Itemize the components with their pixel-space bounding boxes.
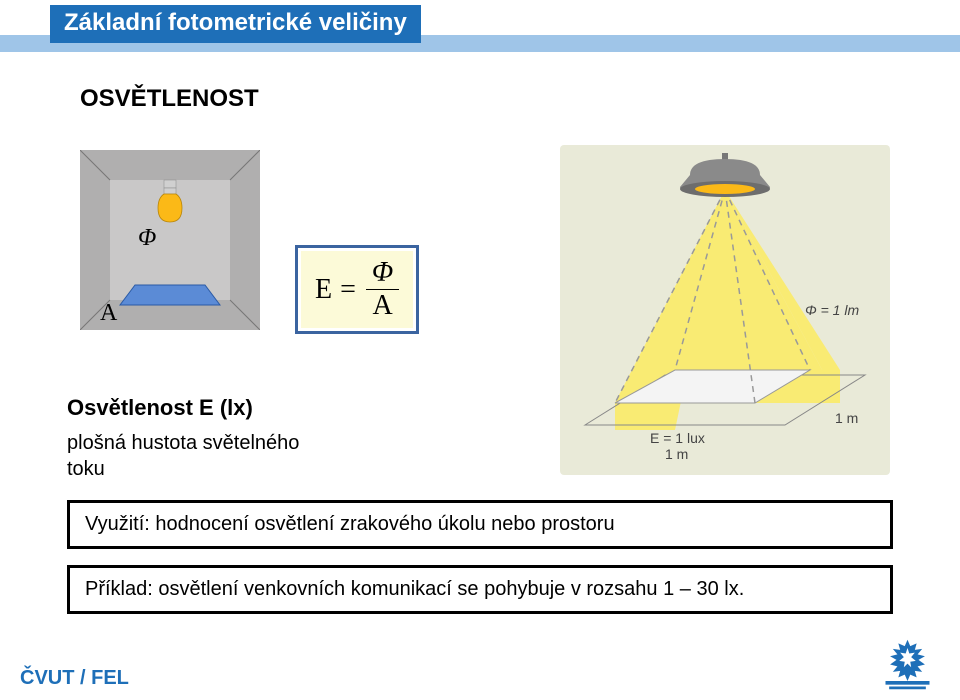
definition-heading: Osvětlenost E (lx): [67, 395, 253, 421]
lux-span2-label: 1 m: [835, 410, 858, 426]
formula-denominator: A: [372, 290, 392, 320]
room-area-label: A: [100, 300, 117, 327]
lux-diagram: Φ = 1 lm E = 1 lux 1 m 1 m: [560, 145, 890, 475]
lux-span1-label: 1 m: [665, 446, 688, 462]
example-text: Příklad: osvětlení venkovních komunikací…: [73, 571, 887, 608]
subtitle: OSVĚTLENOST: [80, 85, 259, 113]
utilization-text: Využití: hodnocení osvětlení zrakového ú…: [73, 506, 887, 543]
utilization-box: Využití: hodnocení osvětlení zrakového ú…: [67, 500, 893, 549]
definition-body: plošná hustota světelného toku: [67, 430, 327, 482]
lux-e-label: E = 1 lux: [650, 430, 705, 446]
lux-phi-label: Φ = 1 lm: [805, 302, 859, 318]
room-phi-label: Φ: [138, 225, 156, 252]
header-bar: Základní fotometrické veličiny: [0, 0, 960, 52]
page-title: Základní fotometrické veličiny: [50, 5, 421, 43]
formula-eq: =: [340, 274, 356, 306]
cvut-logo-icon: [880, 637, 935, 692]
footer-org: ČVUT / FEL: [20, 667, 129, 690]
formula-numerator: Φ: [366, 259, 399, 290]
formula-box: E = Φ A: [295, 245, 419, 334]
formula-lhs: E: [315, 274, 332, 306]
example-box: Příklad: osvětlení venkovních komunikací…: [67, 565, 893, 614]
